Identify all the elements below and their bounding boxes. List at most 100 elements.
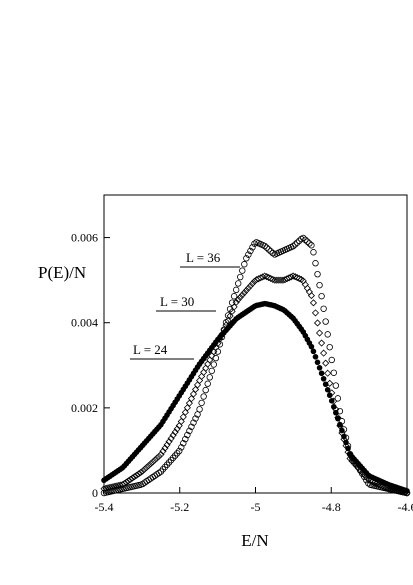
- data-point: [263, 273, 271, 281]
- data-point: [343, 439, 349, 446]
- data-point: [235, 280, 242, 287]
- data-point: [145, 461, 153, 470]
- data-point: [312, 260, 319, 267]
- data-point: [167, 434, 175, 443]
- data-point: [303, 284, 311, 292]
- data-point: [314, 359, 321, 366]
- data-point: [132, 471, 141, 479]
- data-point: [159, 447, 167, 455]
- data-point: [328, 398, 335, 404]
- annotation-label: L = 24: [133, 342, 168, 357]
- data-point: [322, 318, 329, 325]
- data-point: [196, 406, 203, 413]
- data-point: [305, 288, 313, 296]
- data-point: [177, 417, 185, 426]
- data-point: [315, 329, 324, 337]
- annotation-label: L = 30: [160, 294, 194, 309]
- data-point: [180, 440, 187, 447]
- data-point: [171, 452, 179, 459]
- data-point: [318, 370, 325, 377]
- data-point: [151, 456, 159, 464]
- series-l36: [100, 234, 411, 497]
- data-point: [230, 303, 238, 311]
- data-point: [316, 365, 323, 371]
- ticks-layer: -5.4 -5.2 -5 -4.8 -4.6 0 0.002 0.004 0.006: [71, 231, 413, 514]
- data-point: [267, 248, 274, 255]
- data-point: [204, 380, 211, 387]
- data-point: [306, 240, 313, 247]
- data-point: [308, 242, 315, 249]
- data-point: [176, 447, 183, 455]
- data-point: [224, 312, 232, 319]
- data-point: [269, 275, 277, 283]
- data-point: [135, 470, 143, 478]
- data-point: [183, 404, 191, 412]
- y-tick-label: 0.004: [71, 316, 98, 330]
- data-point: [261, 272, 269, 280]
- data-point: [230, 293, 238, 300]
- data-point: [309, 299, 318, 307]
- data-point: [232, 286, 240, 294]
- data-point: [137, 469, 145, 477]
- data-point: [169, 431, 177, 439]
- data-point: [206, 374, 213, 381]
- data-point: [247, 247, 254, 255]
- data-point: [341, 433, 347, 440]
- data-point: [269, 249, 276, 257]
- series-l24: [101, 300, 410, 494]
- data-point: [326, 392, 333, 399]
- data-point: [196, 376, 204, 385]
- data-point: [332, 382, 340, 389]
- data-point: [320, 375, 327, 382]
- data-point: [188, 423, 195, 430]
- data-point: [326, 343, 333, 351]
- data-point: [155, 469, 163, 477]
- annotation-label: L = 36: [186, 250, 221, 265]
- y-tick-label: 0.006: [71, 231, 98, 245]
- series-layer: [100, 234, 411, 497]
- data-point: [293, 239, 301, 246]
- data-point: [130, 473, 139, 481]
- data-point: [200, 393, 207, 400]
- data-point: [310, 348, 317, 355]
- data-point: [249, 244, 256, 251]
- data-point: [210, 361, 218, 368]
- data-point: [208, 367, 215, 375]
- data-point: [320, 305, 327, 312]
- x-tick-label: -5: [251, 500, 261, 514]
- data-point: [190, 419, 197, 426]
- data-point: [242, 286, 250, 294]
- data-point: [185, 399, 193, 407]
- data-point: [330, 369, 337, 376]
- data-point: [192, 415, 199, 422]
- data-point: [128, 474, 137, 482]
- data-point: [312, 354, 319, 360]
- data-point: [261, 242, 268, 250]
- data-point: [200, 368, 208, 376]
- data-point: [244, 284, 252, 292]
- data-point: [302, 236, 309, 243]
- data-point: [263, 244, 270, 251]
- data-point: [318, 292, 325, 300]
- data-point: [324, 386, 331, 393]
- data-point: [149, 458, 157, 466]
- data-point: [163, 461, 171, 468]
- data-point: [335, 415, 341, 422]
- x-tick-label: -4.8: [322, 500, 341, 514]
- data-point: [293, 274, 301, 282]
- data-point: [161, 444, 169, 452]
- data-point: [169, 454, 177, 462]
- data-point: [333, 409, 339, 416]
- data-point: [120, 479, 128, 488]
- data-point: [238, 291, 246, 299]
- data-point: [108, 483, 116, 491]
- data-point: [174, 450, 181, 457]
- data-point: [310, 249, 317, 256]
- data-point: [202, 364, 210, 372]
- data-point: [198, 372, 206, 380]
- data-point: [311, 309, 320, 317]
- data-point: [337, 421, 343, 428]
- data-point: [189, 390, 198, 398]
- data-point: [187, 395, 196, 403]
